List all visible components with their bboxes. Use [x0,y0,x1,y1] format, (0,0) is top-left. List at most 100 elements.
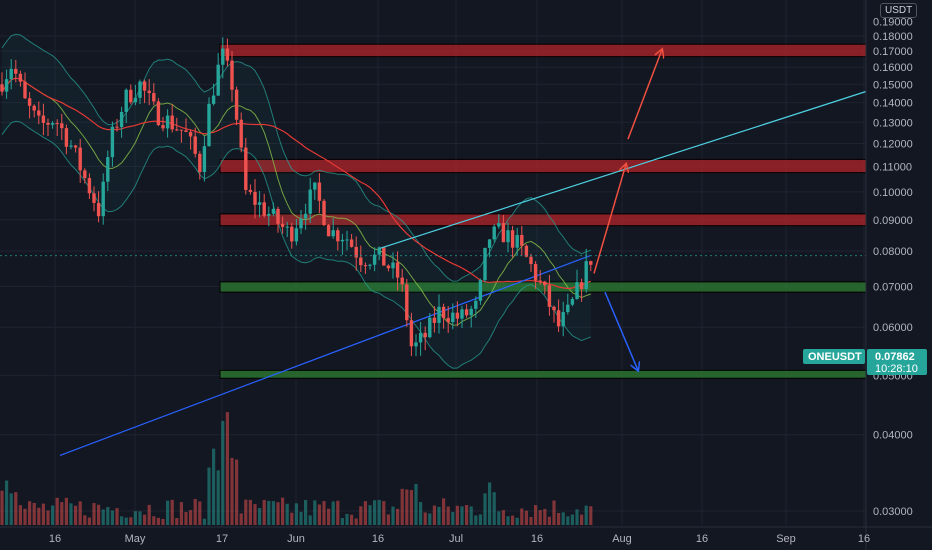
candle-body [179,129,184,131]
time-tick-label: 16 [696,533,708,545]
volume-bar [189,510,193,525]
candle-body [55,123,59,125]
candle-body [405,284,409,321]
candle-body [510,230,515,248]
volume-bar [124,517,128,525]
symbol-tag-label: ONEUSDT [808,351,862,363]
volume-bar [78,501,82,525]
time-tick-label: Sep [776,533,796,545]
last-price-tag: ONEUSDT 0.07862 10:28:10 [803,349,927,375]
time-tick-label: 16 [531,533,543,545]
volume-bar [414,483,418,525]
candle-body [584,261,588,290]
volume-bar [133,511,137,525]
volume-bar [483,493,487,525]
support-trendline [59,255,591,456]
volume-bar [373,500,377,525]
candle-body [9,68,13,80]
moving-average [1,77,591,326]
volume-bar [143,514,147,525]
volume-bar [460,506,464,525]
price-tick-label: 0.12000 [873,138,913,150]
candle-body [464,309,469,316]
volume-bar [359,506,363,525]
volume-bar [570,514,574,525]
indicators [1,33,592,456]
candle-body [290,226,294,242]
price-tick-label: 0.08000 [873,246,913,258]
candle-body [161,125,165,129]
price-tick-label: 0.13000 [873,117,913,129]
volume-bar [446,506,450,525]
volume-bar [101,509,105,525]
resistance-zone [219,43,867,58]
candle-body [50,123,55,125]
volume-bar [428,513,432,525]
time-tick-label: 16 [858,533,870,545]
candle-body [115,126,119,128]
candle-body [359,257,363,266]
candle-body [520,235,524,246]
volume-bar [308,515,312,525]
volume-bar [294,503,298,525]
candle-body [202,146,207,173]
candle-body [501,223,506,243]
candle-body [253,191,257,205]
currency-badge[interactable]: USDT [880,3,918,18]
volume-bar [276,502,280,525]
volume-bar [336,500,340,525]
time-axis[interactable]: 16 May 17 Jun 16 Jul 16 Aug 16 Sep 16 [0,526,932,545]
candle-body [165,115,170,129]
candle-body [478,280,483,301]
candle-body [363,265,368,267]
candle-body [547,285,552,307]
candle-body [322,200,326,226]
volume-bar [138,511,142,525]
volume-bar [304,499,308,525]
volume-bar [281,497,285,525]
volume-bar [46,510,50,525]
candle-body [198,153,202,173]
volume-bar [41,503,45,525]
candle-body [110,126,115,158]
volume-bar [345,513,349,525]
volume-bar [198,501,202,525]
candle-body [23,81,27,99]
volume-bar [106,507,110,525]
volume-bar [253,504,257,525]
volume-bar [520,508,524,525]
time-tick-label: 16 [372,533,384,545]
candle-body [193,136,197,154]
candle-body [423,332,427,338]
candle-body [248,189,253,192]
volume-bar [28,501,32,525]
candle-body [152,93,156,102]
candle-body [294,228,299,242]
drawings [0,50,867,371]
price-tag-value: 0.07862 [875,351,915,363]
volume-bar [5,480,9,525]
candle-body [32,105,36,111]
volume-bar [175,518,179,525]
volume-bar [147,504,151,525]
volume-bar [184,511,188,525]
candle-body [170,115,174,130]
volume-bar [432,505,436,525]
candle-body [124,89,128,112]
volume-bar [212,448,216,525]
volume-bar [152,516,156,525]
volume-bar [557,512,561,525]
volume-bar [207,467,211,525]
candle-body [175,129,179,131]
volume-bar [465,505,469,525]
volume-bar [423,512,427,525]
volume-bar [584,505,588,525]
volume-bar [474,515,478,525]
candle-body [216,64,220,96]
volume-bar [327,508,331,525]
volume-bar [396,508,400,525]
candle-body [225,48,230,61]
time-tick-label: May [125,533,146,545]
